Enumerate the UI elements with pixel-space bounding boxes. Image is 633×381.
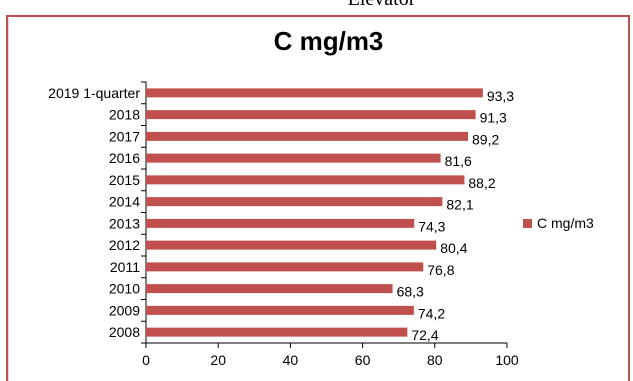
category-label: 2016 [109,150,140,166]
data-label: 81,6 [445,153,472,169]
category-label: 2008 [109,324,140,340]
data-label: 91,3 [480,110,507,126]
data-label: 74,3 [418,218,445,234]
bar [146,305,414,315]
bar [146,88,483,98]
bar [146,110,476,120]
data-label: 68,3 [397,284,424,300]
chart-title: C mg/m3 [273,26,384,56]
bar [146,197,443,207]
category-label: 2011 [110,259,140,275]
top-caption: Elevator [0,0,633,11]
category-label: 2015 [109,172,140,188]
bar [146,153,441,163]
category-label: 2012 [109,237,140,253]
category-label: 2019 1-quarter [48,85,140,101]
category-label: 2018 [109,107,140,123]
category-label: 2009 [109,302,140,318]
left-rule [8,17,9,381]
category-label: 2017 [109,128,140,144]
data-label: 93,3 [487,88,514,104]
legend: C mg/m3 [523,215,594,231]
category-label: 2014 [109,194,140,210]
legend-swatch [523,218,532,228]
data-label: 89,2 [472,131,499,147]
data-label: 72,4 [411,327,438,343]
x-tick-label: 0 [142,352,150,368]
bar [146,284,393,294]
category-label: 2010 [109,281,140,297]
x-tick-label: 100 [495,352,519,368]
bar [146,240,437,250]
x-tick-label: 60 [355,352,371,368]
data-label: 80,4 [440,240,467,256]
legend-label: C mg/m3 [537,215,594,231]
x-tick-label: 20 [210,352,226,368]
x-tick-label: 40 [283,352,299,368]
data-label: 82,1 [446,197,473,213]
data-label: 76,8 [427,262,454,278]
data-label: 74,2 [418,305,445,321]
bar [146,218,415,228]
bar [146,175,465,185]
bar [146,262,424,272]
bar [146,131,469,141]
bar [146,327,408,337]
category-label: 2013 [109,215,140,231]
data-label: 88,2 [468,175,495,191]
x-tick-label: 80 [427,352,443,368]
